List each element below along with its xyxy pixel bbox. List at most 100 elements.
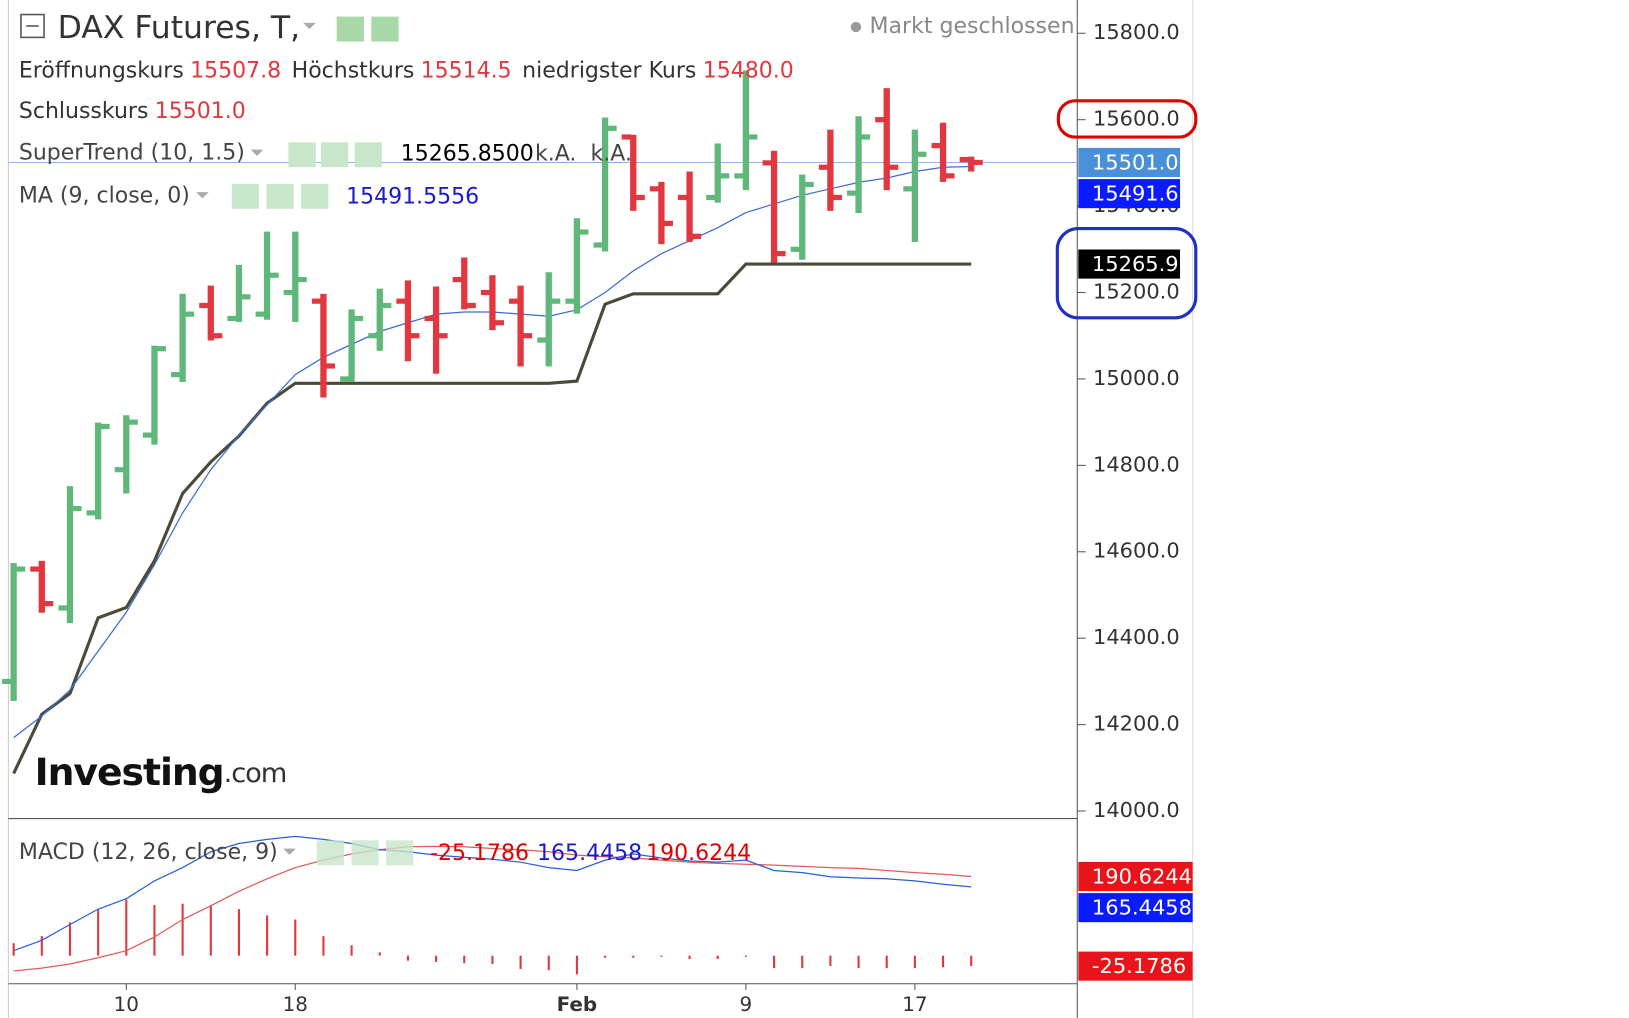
- macd-histogram-bar: [435, 955, 438, 962]
- bar-open: [86, 510, 97, 516]
- eye-icon[interactable]: [336, 16, 364, 42]
- bar-open: [283, 289, 294, 296]
- bar-open: [790, 246, 801, 252]
- legend-label: Schlusskurs: [19, 99, 149, 124]
- macd-histogram-bar: [68, 922, 72, 956]
- macd-histogram-bar: [829, 955, 832, 967]
- y-tick-label: 15800.0: [1093, 20, 1180, 44]
- macd-histogram-bar: [209, 905, 212, 956]
- price-tag-label: 15491.6: [1092, 182, 1179, 206]
- macd-line: [13, 835, 972, 952]
- indicator-value: k.A.: [591, 142, 632, 167]
- macd-histogram-bar: [716, 955, 719, 959]
- legend-value: 15480.0: [703, 59, 794, 84]
- settings-icon[interactable]: [371, 16, 399, 42]
- bar-open: [30, 566, 40, 572]
- bar-close: [522, 333, 533, 339]
- bar-close: [184, 311, 195, 317]
- bar-close: [663, 220, 673, 226]
- dropdown-caret[interactable]: [303, 22, 316, 30]
- macd-value: 165.4458: [537, 841, 642, 866]
- bar-range: [686, 171, 693, 242]
- bar-range: [573, 218, 581, 314]
- remove-icon[interactable]: [354, 142, 382, 168]
- macd-histogram-bar: [12, 943, 15, 956]
- bar-range: [799, 174, 806, 260]
- bar-close: [719, 173, 730, 179]
- dropdown-caret[interactable]: [283, 848, 296, 855]
- bar-open: [678, 194, 688, 201]
- bar-close: [494, 320, 504, 326]
- watermark-main: Investing: [35, 750, 224, 794]
- price-tag-label: 190.6244: [1092, 865, 1192, 889]
- bar-close: [747, 134, 758, 140]
- bar-range: [911, 129, 919, 242]
- y-tick-label: 15000.0: [1093, 366, 1180, 390]
- remove-icon[interactable]: [301, 183, 329, 209]
- bar-range: [179, 293, 186, 382]
- bar-range: [658, 181, 665, 245]
- bar-range: [489, 275, 496, 331]
- macd-histogram-bar: [575, 955, 578, 975]
- remove-icon[interactable]: [386, 840, 414, 866]
- macd-histogram-bar: [941, 955, 945, 968]
- bar-range: [770, 150, 778, 263]
- bar-open: [311, 298, 322, 304]
- x-tick-label: 9: [740, 993, 753, 1016]
- bar-open: [227, 315, 237, 322]
- bar-range: [10, 563, 17, 701]
- bar-range: [601, 117, 609, 252]
- macd-histogram-bar: [125, 899, 128, 956]
- indicator-value: 15491.5556: [346, 184, 479, 209]
- settings-icon[interactable]: [266, 183, 294, 209]
- macd-histogram-bar: [406, 955, 409, 961]
- bar-open: [340, 376, 350, 382]
- eye-icon[interactable]: [231, 183, 260, 209]
- bar-range: [630, 134, 637, 211]
- bar-open: [847, 190, 857, 196]
- macd-histogram-bar: [40, 936, 43, 956]
- eye-icon[interactable]: [288, 142, 316, 168]
- bar-open: [199, 302, 209, 309]
- dropdown-caret[interactable]: [250, 149, 264, 156]
- price-tag-label: -25.1786: [1092, 954, 1186, 978]
- collapse-icon[interactable]: [20, 13, 45, 39]
- settings-icon[interactable]: [320, 142, 349, 168]
- price-tag: [1078, 147, 1181, 178]
- bar-close: [691, 233, 702, 239]
- bar-open: [762, 160, 772, 166]
- macd-histogram-bar: [604, 955, 607, 958]
- plot-layer: 14000.0 14200.0 14400.0 14600.0 14800.0 15000…: [2, 20, 1180, 1016]
- bar-open: [368, 333, 378, 339]
- bar-range: [968, 156, 975, 172]
- bar-open: [452, 276, 463, 283]
- macd-histogram-bar: [970, 955, 973, 967]
- bar-close: [776, 251, 786, 257]
- y-tick-label: 14000.0: [1093, 798, 1180, 822]
- macd-histogram-bar: [773, 955, 776, 969]
- macd-histogram-bar: [744, 955, 747, 957]
- bar-range: [827, 129, 834, 211]
- price-tag: [1078, 893, 1193, 923]
- y-tick-label: 14600.0: [1093, 539, 1180, 563]
- bar-close: [945, 173, 955, 179]
- legend-label: Eröffnungskurs: [19, 59, 184, 84]
- bar-range: [376, 288, 383, 351]
- bar-close: [410, 333, 420, 339]
- price-tag-label: 15501.0: [1092, 151, 1179, 175]
- bar-open: [171, 372, 181, 378]
- settings-icon[interactable]: [351, 840, 379, 866]
- bar-close: [212, 333, 223, 339]
- bar-range: [714, 143, 721, 203]
- x-tick-label: 17: [902, 993, 927, 1016]
- chart-title: DAX Futures, T,: [58, 10, 300, 46]
- bar-open: [706, 194, 716, 201]
- price-tag: [1078, 179, 1181, 209]
- indicator-value: k.A.: [535, 142, 576, 167]
- dropdown-caret[interactable]: [196, 192, 209, 199]
- eye-icon[interactable]: [316, 840, 345, 866]
- bar-range: [939, 122, 947, 182]
- bar-open: [903, 186, 913, 192]
- bar-range: [404, 280, 412, 362]
